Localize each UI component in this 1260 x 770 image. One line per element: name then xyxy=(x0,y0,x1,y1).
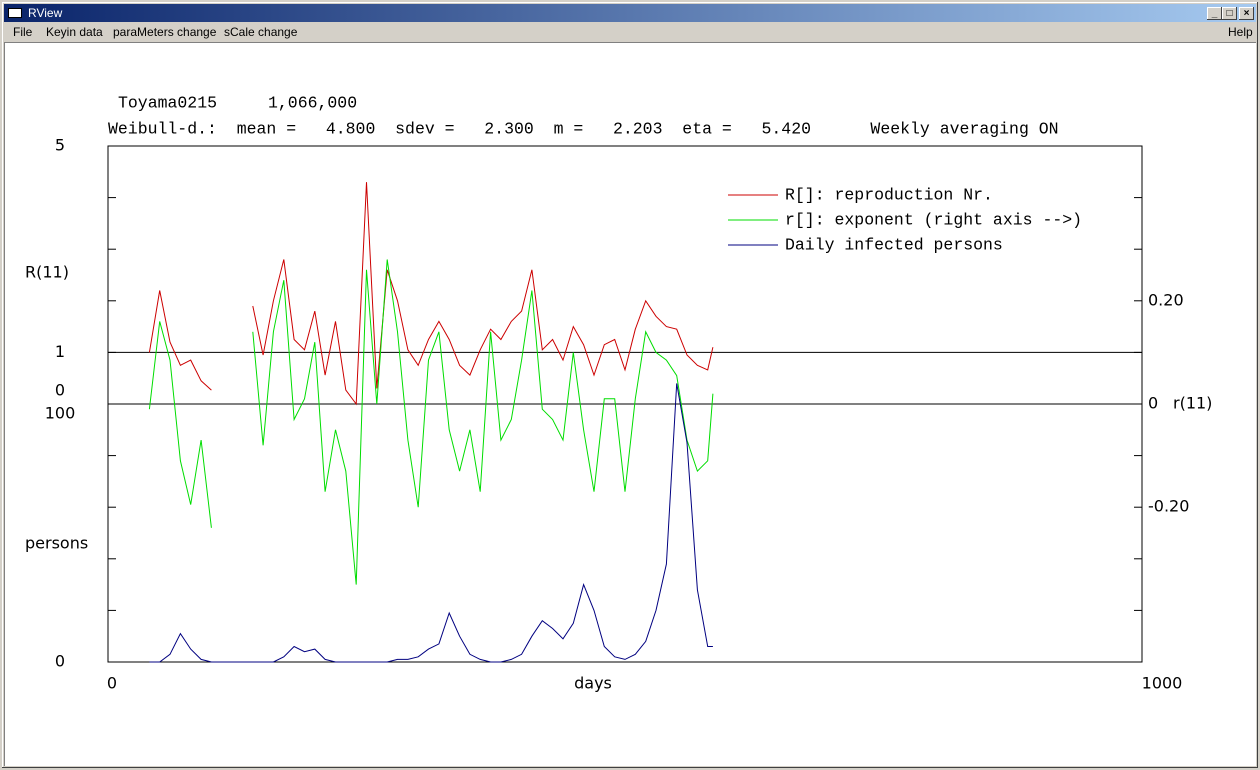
menu-item[interactable]: Keyin data xyxy=(46,25,103,39)
population: 1,066,000 xyxy=(268,93,357,112)
app-icon xyxy=(8,8,22,18)
x-tick-label: 1000 xyxy=(1142,674,1183,693)
parameters: Weibull-d.: mean = 4.800 sdev = 2.300 m … xyxy=(108,119,1059,138)
menu-item[interactable]: File xyxy=(13,25,33,39)
y-tick-label: 0 xyxy=(1148,394,1158,413)
series-line xyxy=(149,383,713,663)
legend-label: r[]: exponent (right axis -->) xyxy=(785,210,1082,229)
y2-axis-label: r(11) xyxy=(1173,394,1212,413)
legend-label: Daily infected persons xyxy=(785,235,1003,254)
y-tick-label: 100 xyxy=(45,404,76,423)
y-axis-label: R(11) xyxy=(25,263,69,282)
series-line xyxy=(148,259,714,585)
menu-item[interactable]: sCale change xyxy=(224,25,298,39)
window-title: RView xyxy=(28,6,63,20)
maximize-button[interactable]: □ xyxy=(1222,7,1237,20)
y-tick-label: -0.20 xyxy=(1148,497,1189,516)
legend-label: R[]: reproduction Nr. xyxy=(785,185,993,204)
menu-item[interactable]: paraMeters change xyxy=(113,25,217,39)
x-tick-label: 0 xyxy=(107,674,117,693)
chart-title: Toyama0215 xyxy=(118,93,217,112)
menu-item[interactable]: Help xyxy=(1228,25,1253,39)
y-tick-label: 0.20 xyxy=(1148,290,1184,309)
menu-bar: File Keyin data paraMeters change sCale … xyxy=(4,23,1256,42)
minimize-button[interactable]: _ xyxy=(1207,7,1222,20)
y-tick-label: 0 xyxy=(55,652,65,671)
y-tick-label: 1 xyxy=(55,342,65,361)
y3-axis-label: persons xyxy=(25,534,88,553)
close-button[interactable]: × xyxy=(1239,7,1254,20)
title-bar: RView _ □ × xyxy=(4,4,1256,22)
y-tick-label: 0 xyxy=(55,381,65,400)
series-line xyxy=(148,182,714,406)
y-tick-label: 5 xyxy=(55,136,65,155)
x-axis-label: days xyxy=(574,674,612,693)
